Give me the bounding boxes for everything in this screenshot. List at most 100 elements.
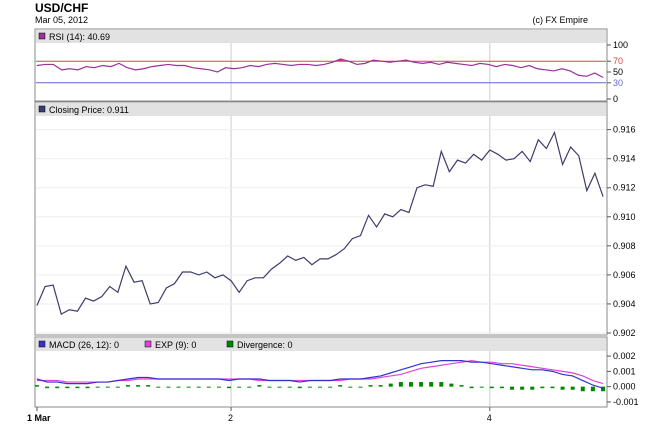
y-tick-label: 30 [613, 78, 623, 88]
macd-point [360, 378, 361, 380]
macd-legend-label: EXP (9): 0 [155, 340, 196, 350]
price-point [263, 277, 264, 279]
macd-point [521, 367, 523, 369]
rsi-point [528, 65, 530, 66]
price-point [384, 213, 386, 215]
price-point [52, 284, 54, 286]
divergence-bar [186, 386, 191, 388]
price-point [68, 309, 70, 311]
price-point [295, 259, 297, 261]
y-tick-label: 0.002 [613, 351, 636, 361]
rsi-point [495, 66, 497, 67]
rsi-point [545, 69, 546, 71]
price-point [287, 255, 289, 257]
price-point [562, 164, 563, 165]
rsi-legend-swatch [38, 32, 46, 40]
price-point [157, 302, 159, 303]
rsi-point [258, 66, 259, 67]
panel-macd-header [36, 338, 606, 351]
rsi-point [143, 68, 145, 70]
divergence-bar [247, 386, 252, 388]
price-point [222, 274, 224, 276]
macd-point [471, 361, 473, 363]
price-point [457, 159, 458, 161]
price-point [392, 216, 394, 218]
price-point [424, 184, 426, 186]
y-tick-label: 0.916 [613, 125, 636, 135]
price-point [368, 214, 369, 216]
rsi-point [553, 70, 555, 72]
divergence-bar [550, 386, 555, 389]
rsi-point [372, 59, 374, 61]
macd-point [228, 380, 230, 381]
divergence-bar [136, 385, 141, 387]
macd-point [147, 377, 149, 378]
macd-point [167, 378, 169, 380]
divergence-bar [408, 382, 413, 387]
price-point [505, 159, 507, 161]
macd-point [66, 383, 68, 384]
price-point [327, 258, 329, 260]
rsi-point [577, 74, 579, 76]
divergence-bar [580, 386, 585, 392]
divergence-bar [459, 385, 464, 387]
divergence-bar [287, 386, 292, 388]
price-point [537, 139, 539, 141]
divergence-bar [45, 386, 50, 389]
macd-point [602, 387, 604, 389]
macd-point [410, 366, 412, 368]
macd-point [481, 361, 483, 363]
price-point [149, 303, 151, 305]
macd-legend-swatch [226, 340, 234, 348]
rsi-point [159, 65, 161, 66]
rsi-point [504, 64, 505, 65]
y-tick-label: 0.902 [613, 328, 636, 338]
divergence-bar [115, 386, 120, 388]
divergence-bar [439, 382, 444, 387]
divergence-bar [449, 383, 454, 387]
macd-point [329, 380, 331, 381]
divergence-bar [237, 386, 242, 388]
price-point [190, 271, 192, 273]
rsi-point [44, 64, 46, 65]
rsi-point [126, 67, 128, 69]
y-tick-label: 0.904 [613, 299, 636, 309]
macd-point [46, 381, 48, 383]
rsi-point [487, 64, 489, 65]
price-point [246, 280, 248, 282]
price-point [311, 264, 313, 266]
price-point [570, 146, 572, 148]
price-point [489, 149, 491, 151]
divergence-bar [257, 385, 262, 387]
divergence-bar [166, 386, 171, 388]
divergence-bar [216, 386, 221, 388]
rsi-point [422, 62, 423, 64]
macd-point [178, 378, 179, 380]
macd-point [562, 374, 563, 375]
divergence-bar [328, 386, 333, 388]
macd-point [198, 378, 200, 380]
macd-point [127, 378, 129, 380]
rsi-point [397, 60, 399, 62]
x-tick-label: 2 [228, 413, 233, 423]
rsi-point [471, 65, 473, 66]
rsi-point [364, 62, 366, 64]
rsi-point [94, 67, 95, 69]
divergence-bar [65, 386, 70, 389]
rsi-point [454, 62, 456, 64]
rsi-point [233, 68, 235, 70]
divergence-bar [358, 386, 363, 388]
rsi-point [217, 71, 218, 73]
y-tick-label: 0.912 [613, 183, 636, 193]
price-point [109, 286, 111, 287]
price-point [36, 304, 38, 306]
y-tick-label: 100 [613, 40, 628, 50]
macd-point [107, 381, 109, 383]
rsi-point [282, 64, 284, 65]
price-point [174, 283, 175, 285]
rsi-point [569, 70, 571, 72]
rsi-point [323, 64, 325, 65]
macd-point [531, 369, 533, 371]
divergence-bar [35, 385, 39, 387]
macd-legend-label: MACD (26, 12): 0 [49, 340, 119, 350]
